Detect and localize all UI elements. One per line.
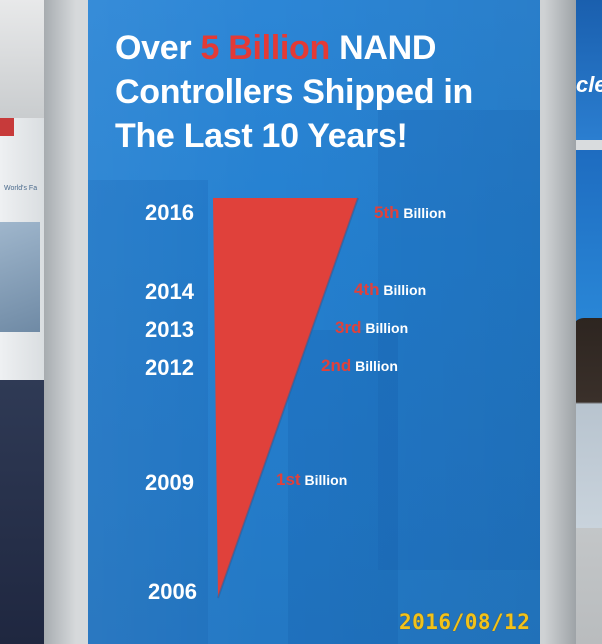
title-prefix: Over xyxy=(115,29,201,67)
red-wedge xyxy=(213,198,358,598)
title-line2: Controllers Shipped in xyxy=(115,73,473,111)
background-banner-text: cle xyxy=(576,72,602,97)
growth-wedge xyxy=(213,197,359,599)
sign-background-block xyxy=(288,330,398,644)
milestone-ordinal: 3rd xyxy=(335,318,362,337)
sign-title: Over 5 Billion NAND Controllers Shipped … xyxy=(115,26,535,158)
milestone-unit: Billion xyxy=(365,320,409,336)
background-red-panel xyxy=(0,118,14,136)
photo-date-stamp: 2016/08/12 xyxy=(399,610,531,634)
sign-background-block xyxy=(88,180,208,644)
milestone-ordinal: 5th xyxy=(374,203,400,222)
year-label: 2014 xyxy=(145,279,194,304)
milestone-ordinal: 4th xyxy=(354,280,380,299)
milestone-ordinal: 2nd xyxy=(321,356,352,375)
milestone-label: 5th Billion xyxy=(374,203,446,223)
milestone-unit: Billion xyxy=(383,282,427,298)
sign-background-block xyxy=(378,110,540,570)
background-banner-right xyxy=(575,0,602,140)
title-highlight: 5 Billion xyxy=(200,29,330,67)
nand-sign: Over 5 Billion NAND Controllers Shipped … xyxy=(88,0,540,644)
background-booth-text: World's Fa xyxy=(4,185,38,192)
year-label: 2012 xyxy=(145,355,194,380)
milestone-unit: Billion xyxy=(403,205,447,221)
title-line1-suffix: NAND xyxy=(330,29,437,67)
milestone-unit: Billion xyxy=(304,472,348,488)
title-line3: The Last 10 Years! xyxy=(115,117,408,155)
year-label: 2013 xyxy=(145,317,194,342)
background-booth-graphic xyxy=(0,222,40,332)
year-label: 2006 xyxy=(148,579,197,604)
milestone-label: 2nd Billion xyxy=(321,356,398,376)
year-label: 2016 xyxy=(145,200,194,225)
wedge-edge xyxy=(217,197,359,599)
milestone-label: 1st Billion xyxy=(276,470,347,490)
milestone-unit: Billion xyxy=(355,358,398,374)
person-silhouette xyxy=(572,318,602,528)
background-banner-right-lower xyxy=(573,150,602,330)
year-label: 2009 xyxy=(145,470,194,495)
milestone-label: 4th Billion xyxy=(354,280,426,300)
milestone-label: 3rd Billion xyxy=(335,318,408,338)
milestone-ordinal: 1st xyxy=(276,470,301,489)
